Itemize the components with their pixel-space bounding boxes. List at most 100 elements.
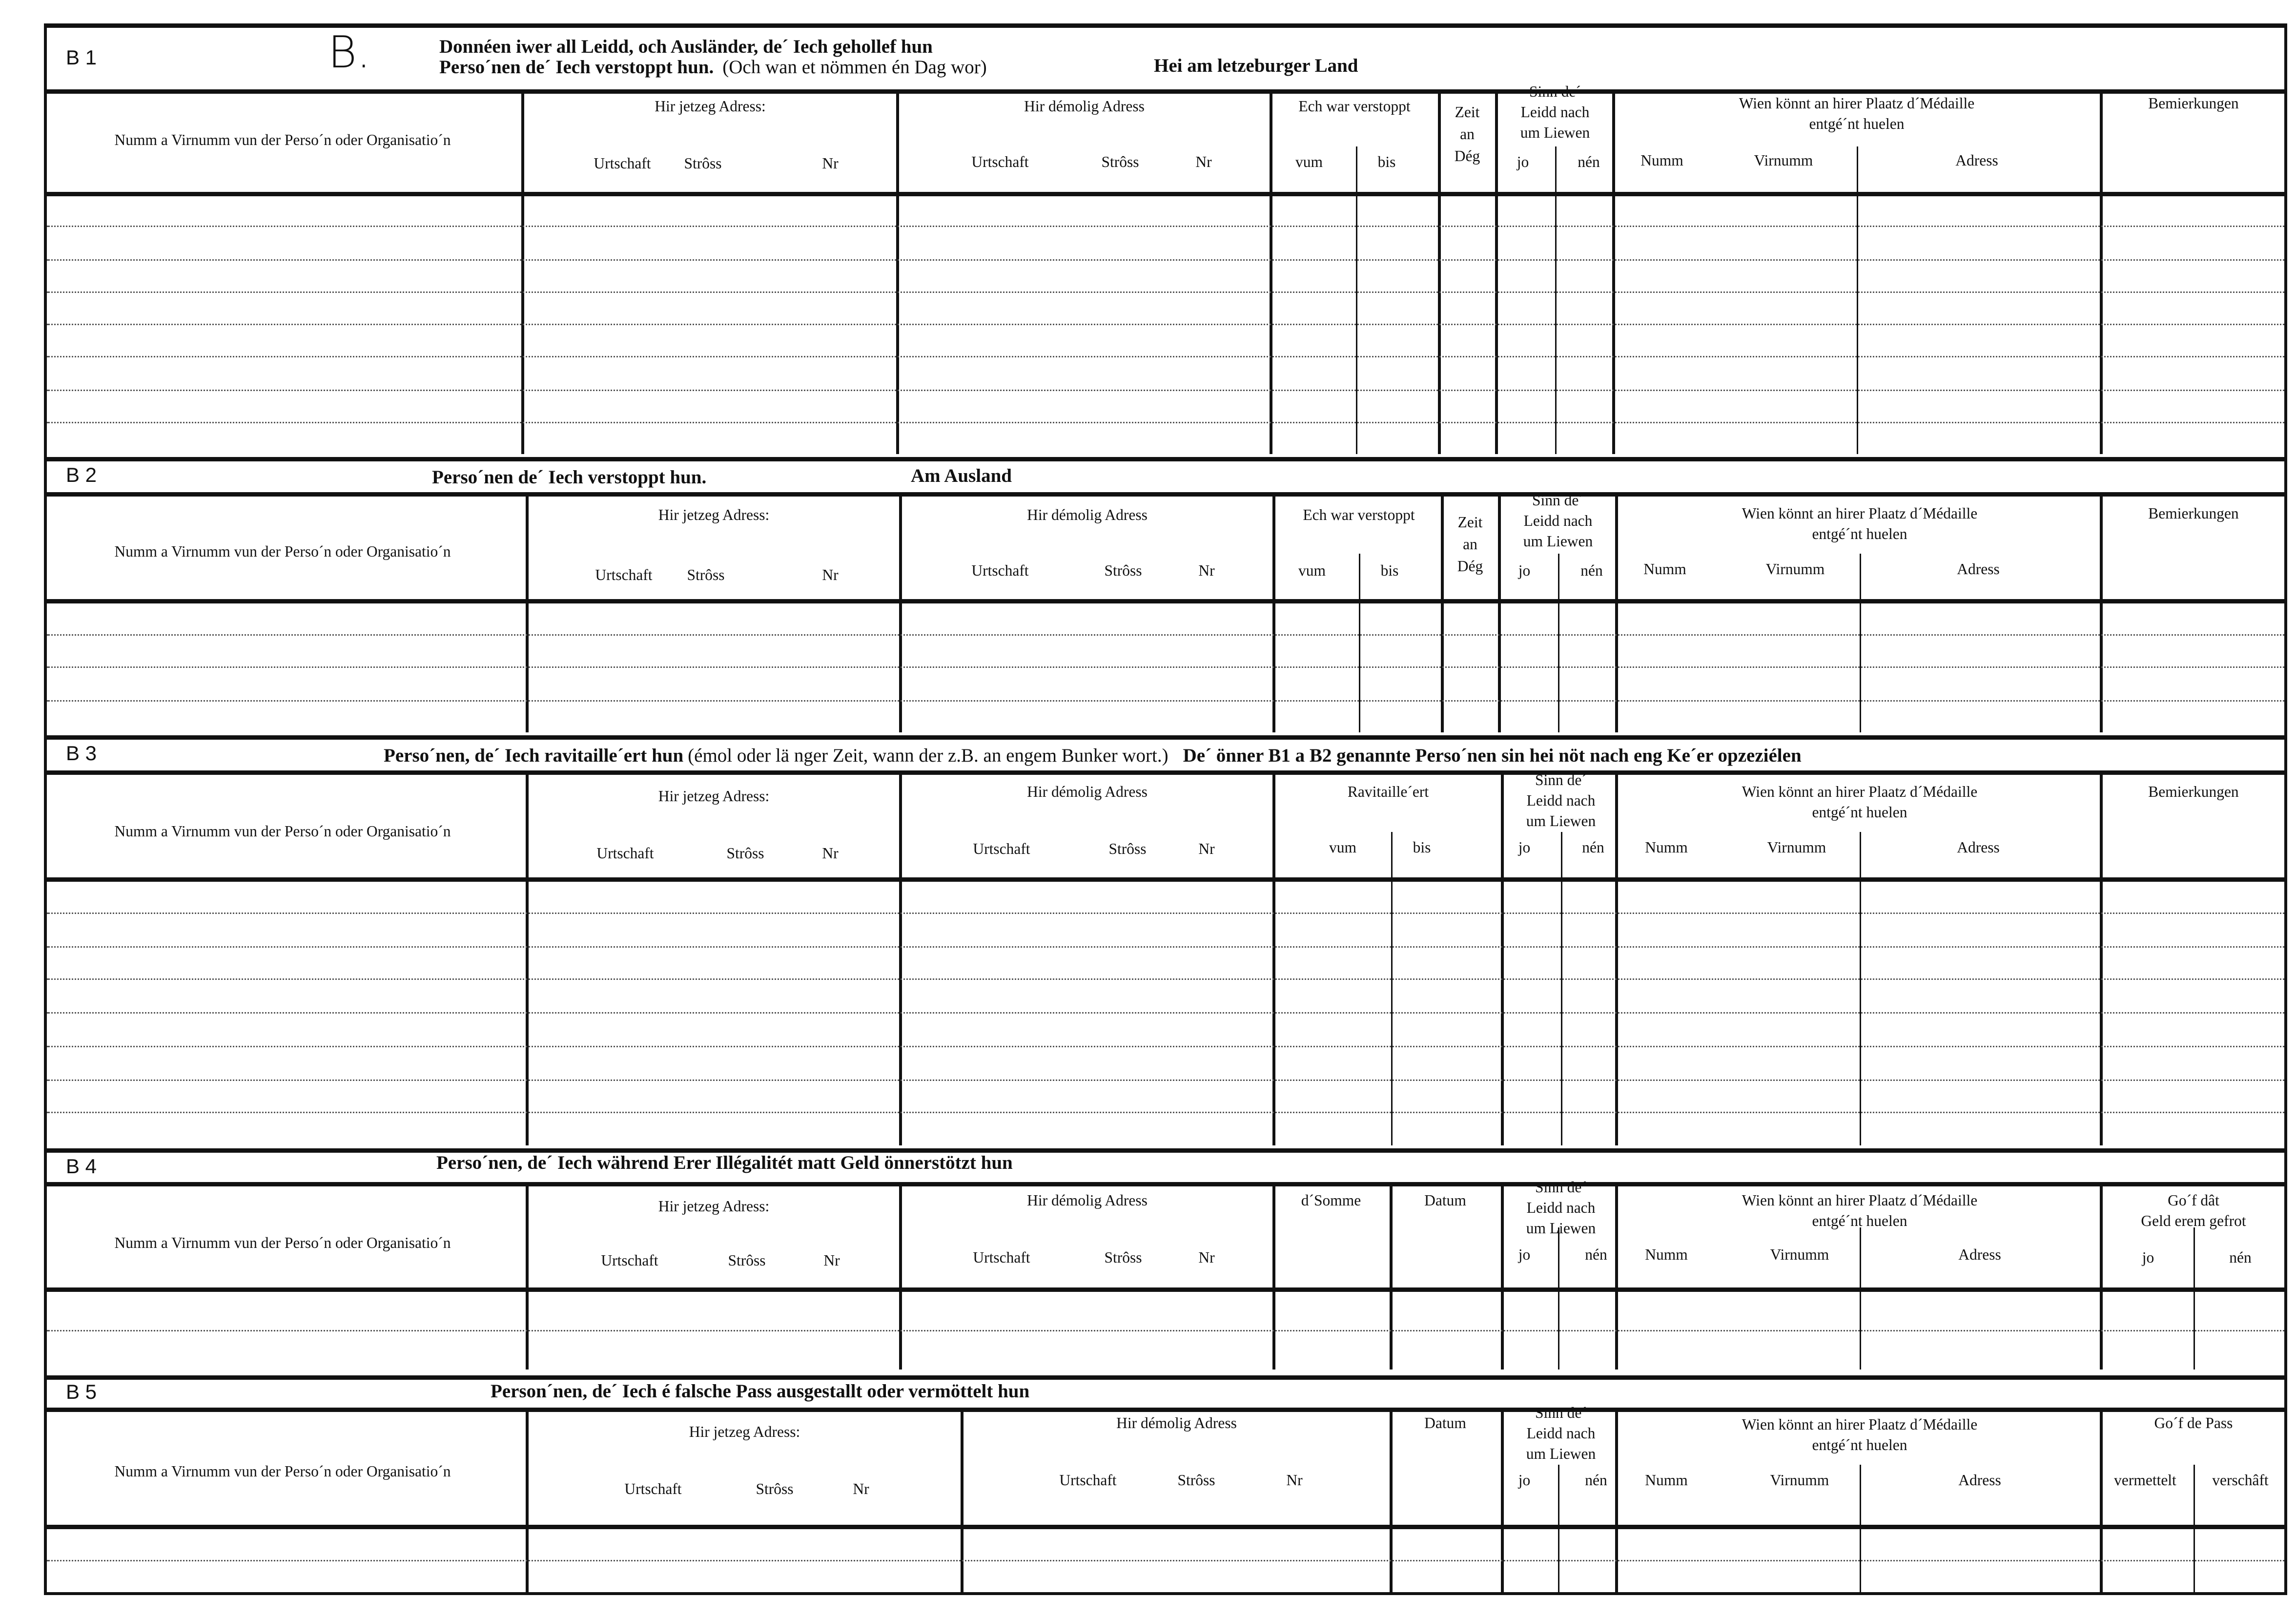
stross-header: Strôss (684, 157, 722, 173)
medal-recipient-header: entgé´nt huelen (1812, 527, 1907, 543)
alive-header: Leidd nach (1526, 794, 1596, 810)
former-address-header: Hir démolig Adress (1027, 1194, 1148, 1210)
section-title-note: (Och wan et nömmen én Dag wor) (722, 56, 987, 78)
column-divider (2193, 1465, 2194, 1594)
column-divider (1441, 494, 1444, 732)
days-header: Dég (1454, 149, 1480, 166)
stross-header: Strôss (1104, 1251, 1142, 1267)
adress-header: Adress (1957, 841, 2000, 857)
alive-header: Sinn de´ (1532, 494, 1584, 510)
column-divider (2284, 25, 2287, 1594)
urtschaft-header: Urtschaft (1059, 1473, 1117, 1490)
supplied-header: Ravitaille´ert (1347, 785, 1429, 801)
jo-header: jo (1517, 155, 1529, 171)
arranged-header: vermettelt (2114, 1473, 2176, 1490)
entry-row-line[interactable] (47, 1012, 2284, 1014)
entry-row-line[interactable] (47, 421, 2284, 423)
alive-header: Sinn de´ (1535, 1181, 1587, 1197)
column-divider (899, 772, 902, 1145)
column-divider (899, 494, 902, 732)
nen-header: nén (1585, 1248, 1607, 1264)
urtschaft-header: Urtschaft (973, 842, 1030, 858)
bis-header: bis (1413, 841, 1431, 857)
entry-row-line[interactable] (47, 356, 2284, 358)
nr-header: Nr (1198, 842, 1215, 858)
entry-row-line[interactable] (47, 912, 2284, 914)
stross-header: Strôss (1177, 1473, 1215, 1490)
rule-line (44, 1287, 2287, 1291)
bis-header: bis (1380, 564, 1399, 580)
section-location: Hei am letzeburger Land (1154, 54, 1358, 76)
alive-header: um Liewen (1526, 814, 1596, 830)
days-header: Dég (1457, 560, 1483, 576)
days-header: an (1460, 127, 1475, 144)
vum-header: vum (1298, 564, 1326, 580)
alive-header: um Liewen (1526, 1447, 1596, 1463)
rule-line (44, 1181, 2287, 1186)
section-location: Am Ausland (911, 464, 1012, 486)
alive-header: Sinn de´ (1535, 1406, 1587, 1422)
entry-row-line[interactable] (47, 1560, 2284, 1561)
entry-row-line[interactable] (47, 1112, 2284, 1114)
entry-row-line[interactable] (47, 389, 2284, 391)
rule-line (44, 1524, 2287, 1529)
nen-header: nén (1582, 841, 1604, 857)
column-divider (1501, 1183, 1504, 1370)
numm-header: Numm (1645, 1248, 1688, 1264)
column-divider (2100, 1183, 2103, 1370)
alive-header: um Liewen (1526, 1222, 1596, 1238)
entry-row-line[interactable] (47, 1045, 2284, 1047)
alive-header: um Liewen (1520, 126, 1590, 142)
section-title-line: Perso´nen de´ Iech verstoppt hun. (439, 56, 714, 78)
current-address-header: Hir jetzeg Adress: (689, 1425, 800, 1441)
entry-row-line[interactable] (47, 1079, 2284, 1080)
entry-row-line[interactable] (47, 945, 2284, 947)
nr-header: Nr (822, 157, 839, 173)
nen-header: nén (2229, 1251, 2252, 1267)
column-divider (2100, 91, 2103, 454)
entry-row-line[interactable] (47, 666, 2284, 668)
entry-row-line[interactable] (47, 324, 2284, 325)
rule-line (44, 191, 2287, 196)
entry-row-line[interactable] (47, 291, 2284, 293)
name-column-header: Numm a Virnumm vun der Perso´n oder Orga… (114, 133, 451, 149)
column-divider (1859, 1465, 1861, 1594)
entry-row-line[interactable] (47, 978, 2284, 980)
numm-header: Numm (1645, 841, 1688, 857)
alive-header: Leidd nach (1520, 105, 1590, 122)
column-divider (1501, 1409, 1504, 1594)
nr-header: Nr (1195, 155, 1212, 171)
vum-header: vum (1295, 155, 1323, 171)
entry-row-line[interactable] (47, 633, 2284, 635)
medal-recipient-header: Wien könnt an hirer Plaatz d´Médaille (1742, 1194, 1978, 1210)
alive-header: um Liewen (1523, 535, 1593, 551)
stross-header: Strôss (1108, 842, 1147, 858)
passport-header: Go´f de Pass (2154, 1416, 2233, 1432)
numm-header: Numm (1643, 562, 1686, 579)
nr-header: Nr (1286, 1473, 1303, 1490)
column-divider (526, 772, 529, 1145)
stross-header: Strôss (687, 568, 725, 584)
name-column-header: Numm a Virnumm vun der Perso´n oder Orga… (114, 1236, 451, 1252)
days-header: an (1463, 538, 1477, 554)
jo-header: jo (2142, 1251, 2154, 1267)
section-title: Person´nen, de´ Iech é falsche Pass ausg… (491, 1380, 1030, 1402)
medal-recipient-header: Wien könnt an hirer Plaatz d´Médaille (1742, 1418, 1978, 1434)
column-divider (1615, 494, 1618, 732)
entry-row-line[interactable] (47, 699, 2284, 701)
entry-row-line[interactable] (47, 258, 2284, 260)
column-divider (521, 91, 524, 454)
alive-header: Leidd nach (1526, 1201, 1596, 1217)
urtschaft-header: Urtschaft (971, 155, 1029, 171)
entry-row-line[interactable] (47, 1329, 2284, 1331)
jo-header: jo (1518, 1473, 1531, 1490)
entry-row-line[interactable] (47, 226, 2284, 228)
section-title-part: De´ önner B1 a B2 genannte Perso´nen sin… (1183, 744, 1802, 766)
jo-header: jo (1518, 841, 1531, 857)
column-divider (1501, 772, 1504, 1145)
name-column-header: Numm a Virnumm vun der Perso´n oder Orga… (114, 825, 451, 841)
money-returned-header: Go´f dât (2168, 1194, 2219, 1210)
section-title: Donnéen iwer all Leidd, och Ausländer, d… (439, 35, 933, 57)
column-divider (2100, 494, 2103, 732)
alive-header: Sinn de´ (1529, 85, 1581, 101)
